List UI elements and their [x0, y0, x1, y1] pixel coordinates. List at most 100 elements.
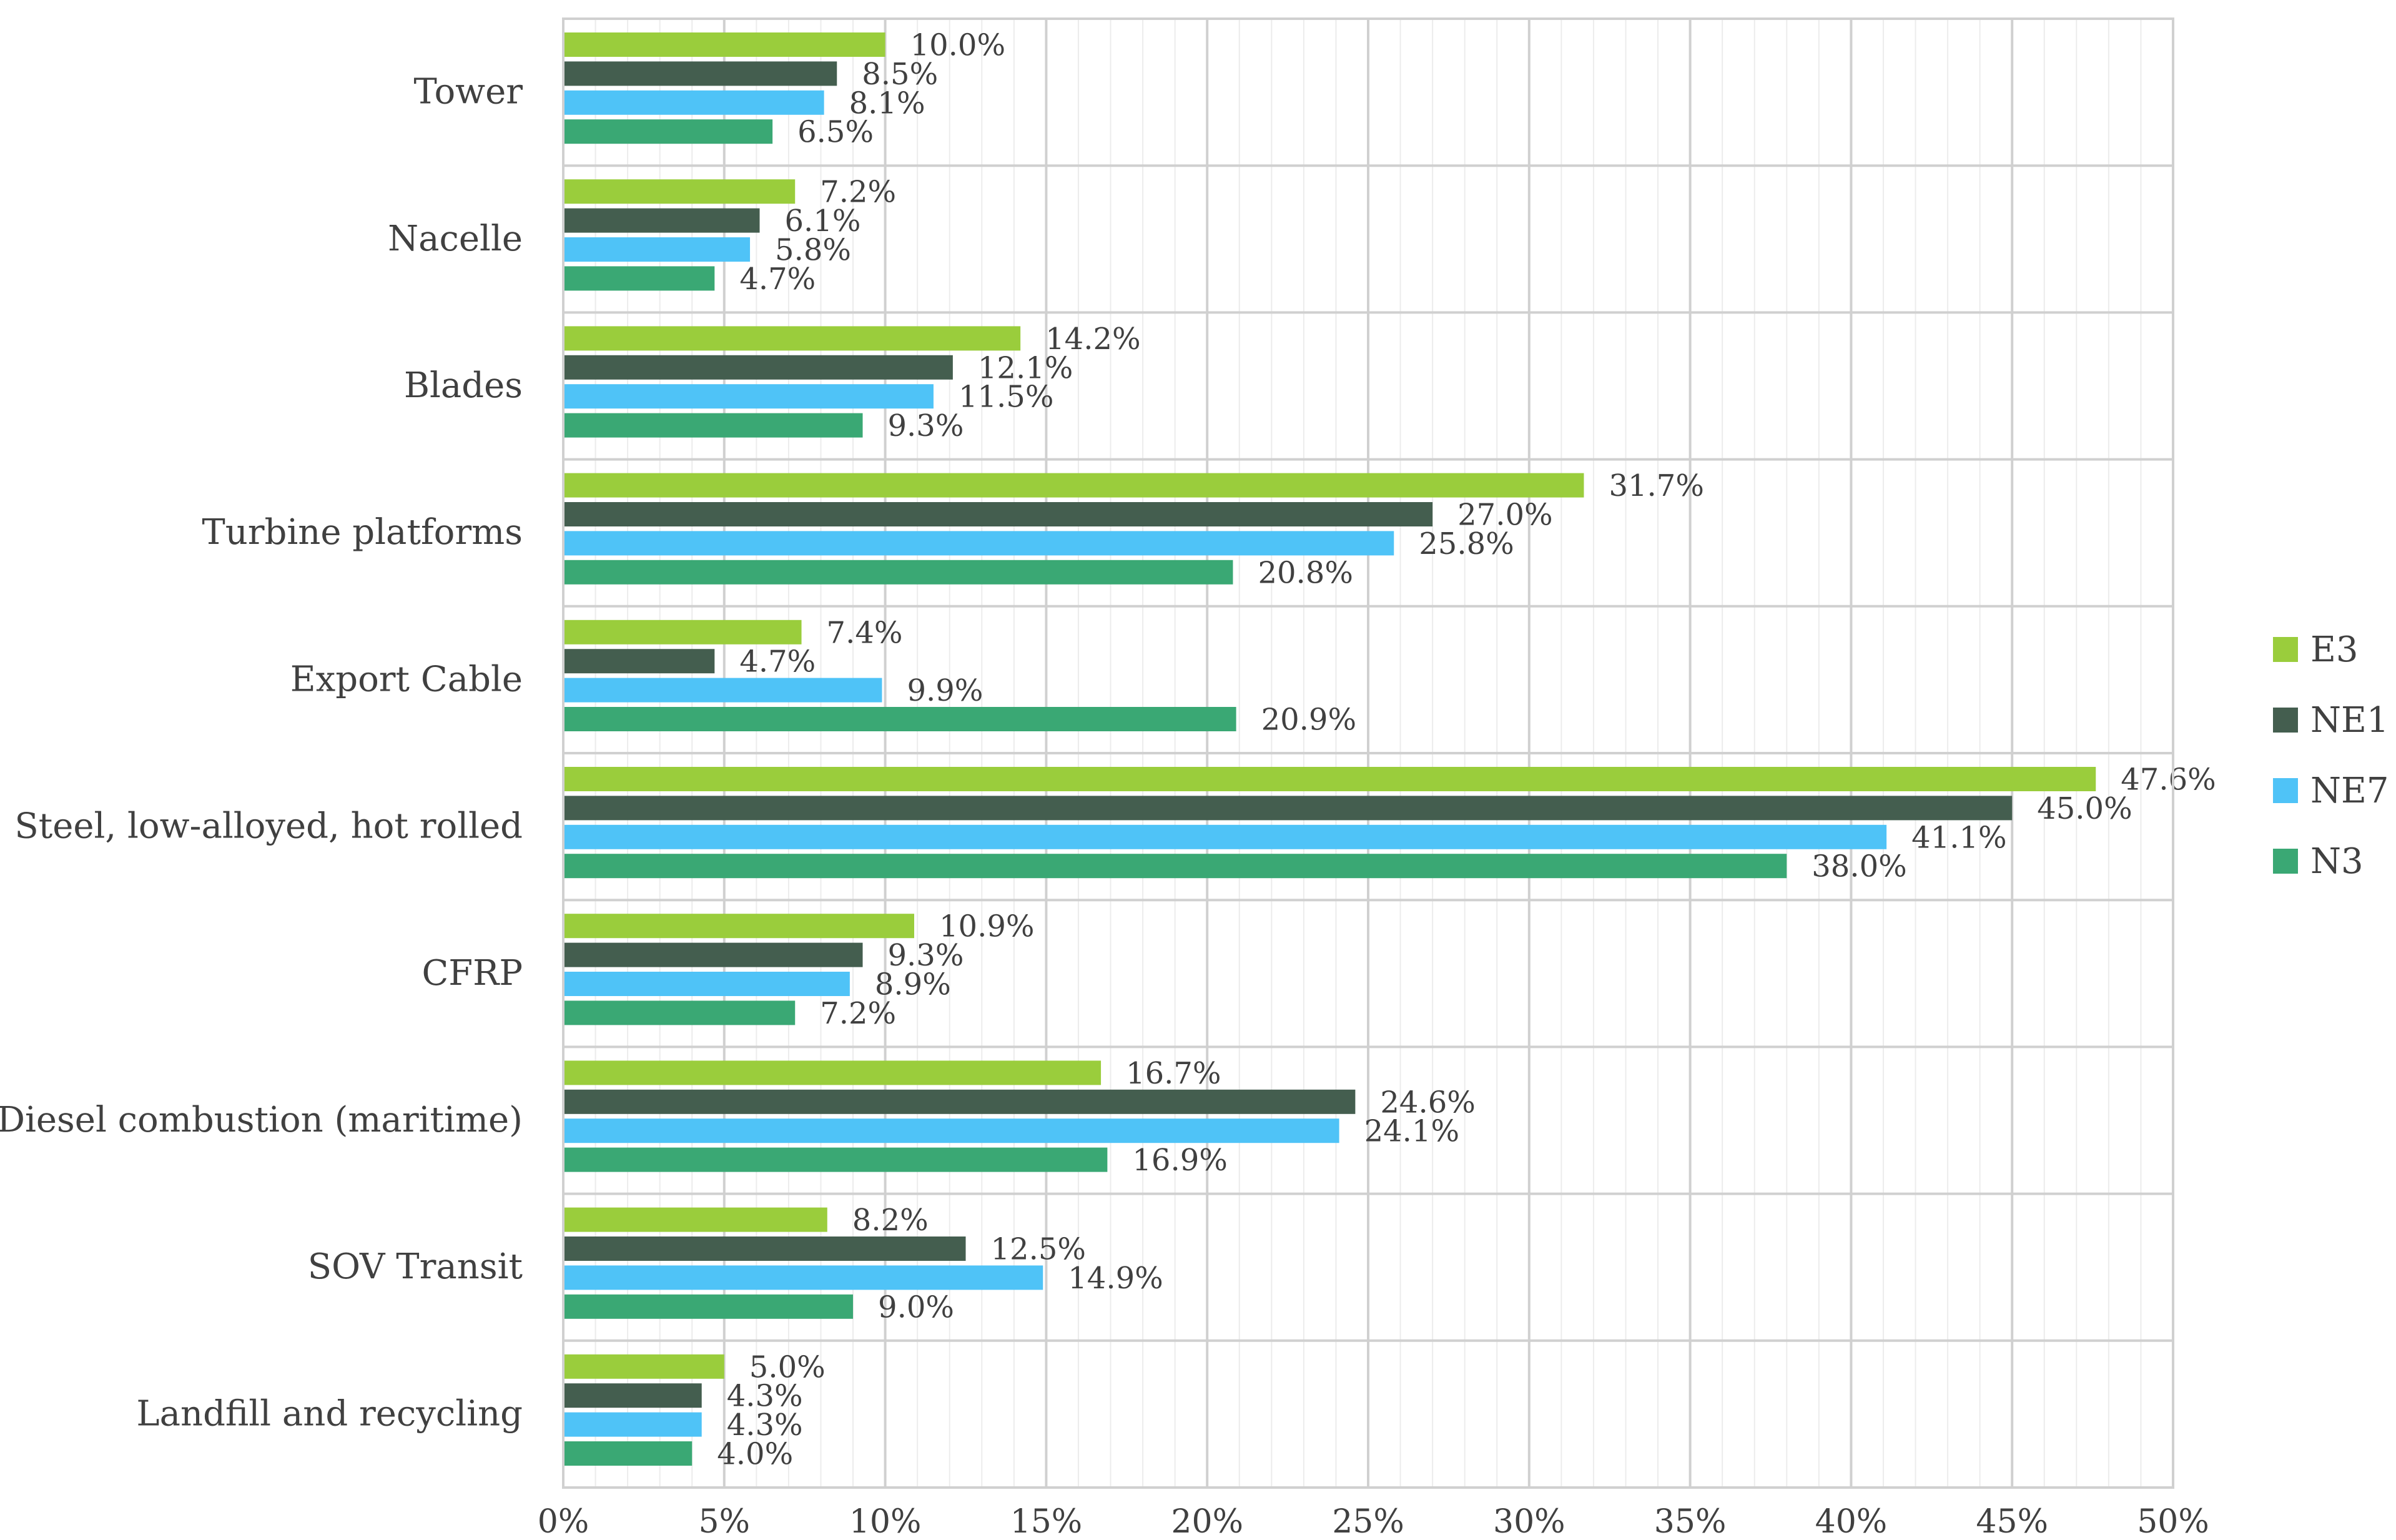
data-label: 14.9%	[1068, 1261, 1163, 1296]
bar-e3	[563, 32, 885, 57]
bar-ne1	[563, 61, 837, 86]
x-tick-label: 50%	[2137, 1503, 2209, 1540]
data-labels: 10.0%8.5%8.1%6.5%7.2%6.1%5.8%4.7%14.2%12…	[717, 28, 2216, 1472]
data-label: 47.6%	[2121, 763, 2216, 797]
bar-ne1	[563, 1383, 702, 1408]
bar-n3	[563, 1294, 854, 1319]
category-label: Blades	[404, 365, 523, 406]
bar-e3	[563, 1060, 1102, 1085]
bar-n3	[563, 560, 1233, 585]
bar-ne1	[563, 355, 953, 380]
data-label: 12.5%	[991, 1232, 1086, 1267]
bar-ne1	[563, 796, 2013, 821]
bar-n3	[563, 1147, 1108, 1172]
data-label: 7.2%	[820, 175, 896, 210]
data-label: 16.7%	[1126, 1056, 1221, 1091]
bar-n3	[563, 1441, 693, 1466]
data-label: 5.0%	[749, 1350, 826, 1385]
x-tick-label: 45%	[1976, 1503, 2048, 1540]
category-label: CFRP	[422, 953, 523, 994]
category-label: SOV Transit	[308, 1246, 523, 1287]
legend-label-e3: E3	[2310, 629, 2359, 670]
bar-ne7	[563, 972, 850, 996]
data-label: 25.8%	[1419, 526, 1514, 561]
data-label: 10.9%	[939, 909, 1034, 944]
bar-ne1	[563, 1236, 966, 1261]
data-label: 7.4%	[827, 615, 903, 650]
bar-n3	[563, 707, 1236, 731]
bars	[563, 32, 2096, 1466]
data-label: 4.7%	[739, 644, 816, 679]
data-label: 31.7%	[1609, 468, 1703, 503]
bar-ne7	[563, 1265, 1043, 1290]
data-label: 11.5%	[959, 380, 1053, 415]
x-tick-label: 5%	[699, 1503, 751, 1540]
bar-e3	[563, 1354, 724, 1379]
bar-n3	[563, 1000, 796, 1025]
bar-e3	[563, 1207, 827, 1232]
category-label: Export Cable	[290, 659, 523, 699]
data-label: 9.9%	[907, 673, 983, 708]
bar-e3	[563, 619, 802, 644]
x-tick-label: 15%	[1010, 1503, 1083, 1540]
data-label: 9.0%	[878, 1290, 954, 1325]
bar-e3	[563, 179, 796, 204]
category-labels: Tower Nacelle Blades Turbine platforms Expor…	[0, 72, 523, 1434]
bar-e3	[563, 326, 1021, 351]
x-tick-label: 0%	[538, 1503, 589, 1540]
legend-label-ne1: NE1	[2310, 700, 2389, 741]
bar-ne1	[563, 208, 760, 233]
bar-ne7	[563, 531, 1394, 556]
bar-e3	[563, 914, 915, 939]
data-label: 10.0%	[910, 28, 1005, 63]
data-label: 8.1%	[849, 86, 925, 121]
data-label: 4.3%	[727, 1379, 803, 1414]
legend-label-n3: N3	[2310, 841, 2364, 882]
x-tick-label: 10%	[849, 1503, 922, 1540]
bar-e3	[563, 473, 1584, 498]
data-label: 38.0%	[1812, 849, 1906, 884]
bar-ne7	[563, 237, 751, 262]
data-label: 27.0%	[1457, 498, 1552, 533]
bar-e3	[563, 767, 2096, 791]
legend-label-ne7: NE7	[2310, 771, 2389, 811]
data-label: 8.5%	[862, 57, 938, 92]
plot-area-frame	[562, 17, 2174, 1489]
bar-ne1	[563, 649, 715, 674]
data-label: 6.1%	[785, 204, 861, 239]
category-label: Diesel combustion (maritime)	[0, 1100, 523, 1140]
x-tick-label: 20%	[1171, 1503, 1243, 1540]
data-label: 6.5%	[797, 115, 874, 150]
bar-ne1	[563, 1089, 1356, 1114]
data-label: 4.3%	[727, 1408, 803, 1443]
data-label: 12.1%	[978, 350, 1073, 385]
data-label: 16.9%	[1132, 1143, 1227, 1178]
x-tick-label: 25%	[1332, 1503, 1404, 1540]
bar-ne1	[563, 942, 863, 967]
x-tick-label: 30%	[1493, 1503, 1565, 1540]
data-label: 8.2%	[852, 1203, 929, 1238]
x-axis-tick-labels: 0% 5% 10% 15% 20% 25% 30% 35% 40% 45% 50%	[538, 1503, 2209, 1540]
bar-ne7	[563, 1118, 1339, 1143]
data-label: 4.7%	[739, 262, 816, 297]
bar-n3	[563, 854, 1787, 879]
bar-ne1	[563, 502, 1433, 526]
legend-swatch-ne1	[2273, 708, 2298, 733]
data-label: 20.8%	[1258, 555, 1353, 590]
x-tick-label: 40%	[1815, 1503, 1888, 1540]
bar-ne7	[563, 1412, 702, 1437]
bar-ne7	[563, 90, 824, 115]
data-label: 9.3%	[888, 408, 964, 443]
bar-ne7	[563, 384, 934, 409]
data-label: 8.9%	[875, 967, 951, 1002]
category-label: Turbine platforms	[202, 512, 523, 553]
data-label: 9.3%	[888, 938, 964, 973]
category-label: Tower	[413, 72, 523, 112]
legend: E3 NE1 NE7 N3	[2273, 629, 2389, 882]
category-label: Steel, low-alloyed, hot rolled	[14, 806, 523, 847]
data-label: 7.2%	[820, 996, 896, 1031]
category-label: Nacelle	[388, 219, 523, 259]
bar-n3	[563, 413, 863, 438]
legend-swatch-n3	[2273, 849, 2298, 874]
